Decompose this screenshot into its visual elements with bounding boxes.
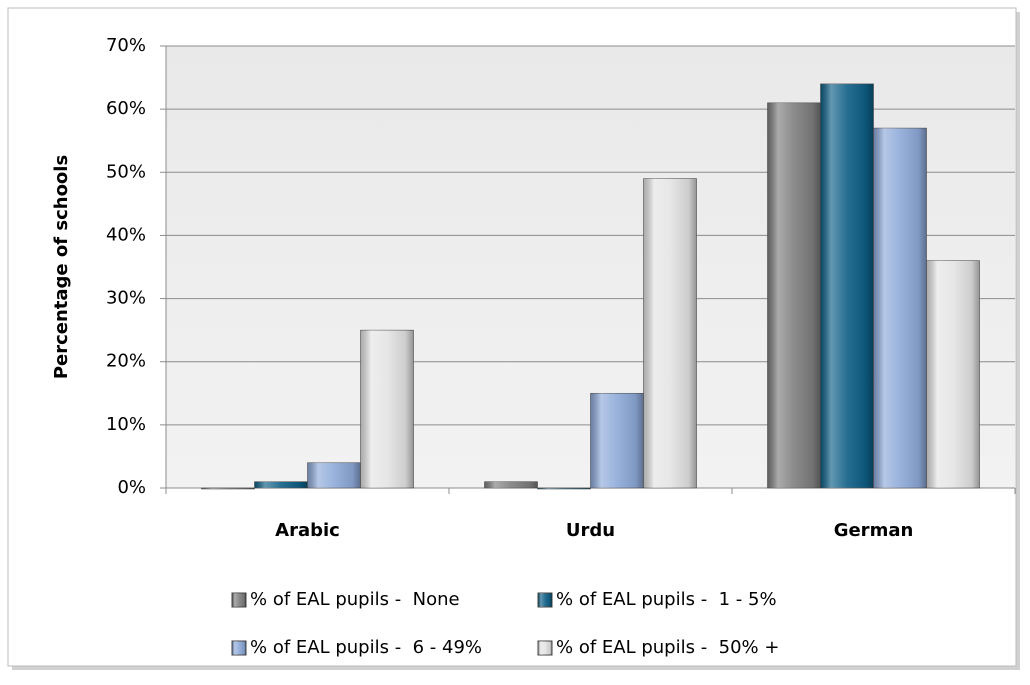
legend-swatch-shine [538,593,552,607]
bar-shine [360,330,414,488]
bar-shine [643,178,697,488]
bar-shine [926,260,980,488]
legend-label: % of EAL pupils - None [250,589,460,610]
y-tick-label: 10% [106,414,146,435]
y-tick-label: 20% [106,351,146,372]
bar-shine [254,481,308,488]
y-tick-label: 60% [106,98,146,119]
y-tick-label: 70% [106,35,146,56]
bar-shine [484,481,538,488]
y-tick-label: 0% [117,477,146,498]
bar-shine [590,393,644,488]
legend-swatch-shine [232,593,246,607]
y-tick-label: 30% [106,288,146,309]
x-tick-label: German [834,520,914,541]
bar-shine [820,83,874,488]
y-tick-label: 40% [106,224,146,245]
x-tick-label: Urdu [566,520,615,541]
bar-shine [873,128,927,489]
bar-shine [537,488,591,489]
y-axis-label: Percentage of schools [51,155,72,379]
legend-swatch-shine [232,641,246,655]
legend-swatch-shine [538,641,552,655]
legend-label: % of EAL pupils - 50% + [556,637,779,658]
y-tick-label: 50% [106,161,146,182]
bar-shine [201,488,255,489]
x-tick-label: Arabic [275,520,340,541]
bar-shine [307,462,361,488]
legend-label: % of EAL pupils - 1 - 5% [556,589,777,610]
bar-shine [767,102,821,488]
legend-label: % of EAL pupils - 6 - 49% [250,637,482,658]
